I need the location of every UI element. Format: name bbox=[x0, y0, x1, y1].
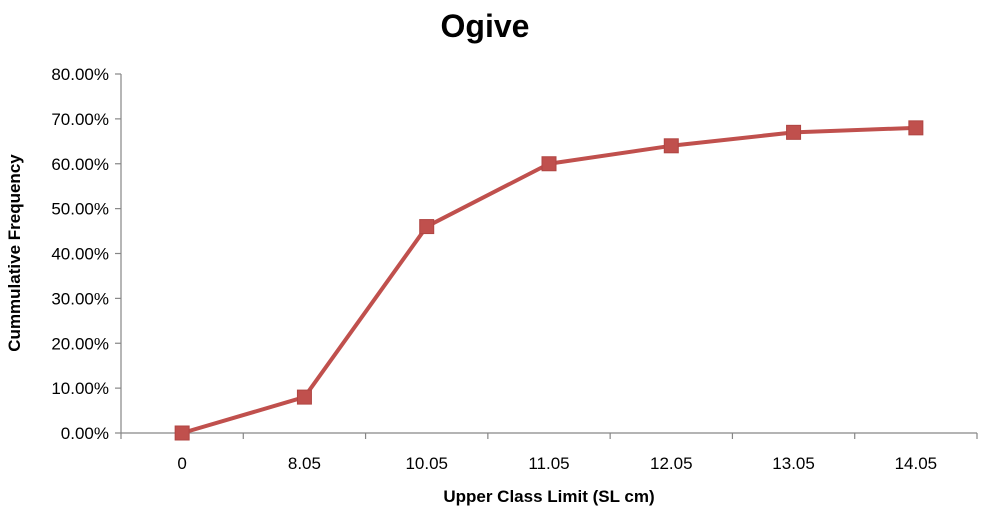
x-tick-label: 13.05 bbox=[772, 454, 815, 473]
x-tick-label: 10.05 bbox=[405, 454, 448, 473]
y-tick-label: 80.00% bbox=[51, 65, 109, 84]
y-axis-ticks: 0.00% 10.00% 20.00% 30.00% 40.00% 50.00% 60.00… bbox=[51, 65, 121, 443]
x-axis-ticks: 0 8.05 10.05 11.05 12.05 13.05 14.05 bbox=[120, 433, 978, 473]
data-point-marker bbox=[296, 389, 312, 405]
y-tick-label: 60.00% bbox=[51, 155, 109, 174]
data-point-marker bbox=[908, 120, 924, 136]
y-tick-label: 30.00% bbox=[51, 289, 109, 308]
y-tick-label: 50.00% bbox=[51, 200, 109, 219]
x-tick-label: 11.05 bbox=[528, 454, 569, 473]
chart-title: Ogive bbox=[441, 8, 530, 44]
x-axis-label: Upper Class Limit (SL cm) bbox=[443, 487, 654, 506]
x-tick-label: 8.05 bbox=[288, 454, 321, 473]
cumulative-frequency-line bbox=[181, 125, 916, 435]
cumulative-frequency-markers bbox=[174, 120, 924, 441]
x-tick-label: 12.05 bbox=[650, 454, 693, 473]
data-point-marker bbox=[663, 138, 679, 154]
y-axis-label: Cummulative Frequency bbox=[5, 154, 24, 352]
data-point-marker bbox=[786, 124, 802, 140]
data-point-marker bbox=[541, 156, 557, 172]
y-tick-label: 10.00% bbox=[51, 379, 109, 398]
data-point-marker bbox=[174, 425, 190, 441]
y-tick-label: 0.00% bbox=[61, 424, 109, 443]
data-point-marker bbox=[419, 219, 435, 235]
x-tick-label: 14.05 bbox=[895, 454, 938, 473]
y-tick-label: 70.00% bbox=[51, 110, 109, 129]
y-tick-label: 40.00% bbox=[51, 245, 109, 264]
y-tick-label: 20.00% bbox=[51, 334, 109, 353]
x-tick-label: 0 bbox=[177, 454, 186, 473]
